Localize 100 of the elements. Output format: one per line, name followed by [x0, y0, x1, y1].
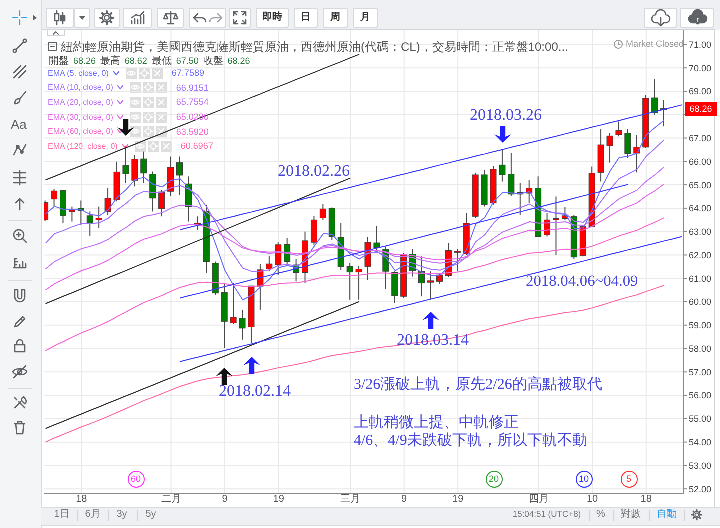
text: %	[596, 509, 606, 520]
text: 日	[301, 12, 311, 23]
candlestick	[104, 188, 112, 216]
x-tick-label: 9	[402, 494, 408, 506]
line-series	[45, 178, 352, 304]
y-tick-label: 62.00	[689, 250, 712, 260]
candlestick	[427, 271, 434, 300]
y-tick-label: 52.00	[689, 484, 712, 494]
y-tick-label: 58.00	[689, 344, 712, 354]
legend-label: EMA (5, close, 0)	[48, 68, 109, 78]
line-series	[45, 184, 665, 291]
legend-label: EMA (30, close, 0)	[48, 112, 114, 122]
candlestick	[508, 152, 515, 197]
candlestick	[239, 309, 246, 340]
y-tick-label: 66.00	[689, 156, 712, 167]
candlestick	[606, 132, 614, 164]
text: 月	[360, 12, 370, 23]
text: 開盤 68.26 最高 68.62 最低 67.50 收盤 68.26	[49, 56, 250, 67]
x-tick-label: 10	[587, 494, 599, 506]
candlestick	[176, 156, 184, 196]
annotation: Market Closed	[626, 39, 684, 49]
line-series	[180, 236, 683, 362]
text: 15:04:51 (UTC+8)	[512, 509, 582, 519]
annotation: 60.6967	[180, 141, 214, 152]
candlestick	[140, 151, 148, 184]
annotation: 2018.02.26	[278, 163, 350, 180]
y-tick-label: 54.00	[689, 438, 712, 448]
x-tick-label: 19	[452, 494, 464, 506]
x-tick-label: 18	[76, 494, 88, 506]
candlestick	[616, 121, 622, 138]
y-tick-label: 70.00	[689, 63, 712, 74]
x-tick-label: 18	[640, 494, 652, 506]
candlestick	[320, 204, 326, 221]
candlestick	[356, 265, 362, 300]
y-tick-label: 53.00	[689, 460, 712, 471]
candlestick	[436, 272, 443, 284]
candlestick	[454, 248, 461, 272]
candlestick	[122, 146, 130, 184]
annotation: 60	[130, 474, 141, 484]
x-tick-label: 三月	[340, 494, 361, 506]
candlestick	[96, 206, 102, 229]
text: 1日	[54, 509, 70, 520]
candlestick	[266, 255, 273, 272]
y-tick-label: 56.00	[689, 390, 712, 401]
y-tick-label: 71.00	[689, 40, 712, 50]
annotation: 65.7554	[176, 97, 209, 108]
text: 3y	[116, 509, 128, 520]
legend-label: EMA (10, close, 0)	[48, 83, 114, 92]
annotation: 10	[578, 474, 589, 484]
y-tick-label: 57.00	[689, 367, 712, 378]
text: 周	[330, 12, 340, 23]
annotation: 2018.04.06~04.09	[526, 273, 638, 290]
y-tick-label: 60.00	[689, 297, 712, 308]
y-tick-label: 67.00	[689, 133, 712, 144]
annotation: 4/6、4/9未跌破下軌，所以下軌不動	[354, 433, 588, 449]
annotation: 20	[488, 474, 499, 484]
candlestick	[499, 149, 506, 182]
candlestick	[346, 262, 354, 300]
candlestick	[374, 225, 380, 251]
candlestick	[392, 271, 398, 304]
legend-label: EMA (20, close, 0)	[48, 98, 114, 107]
annotation: 67.7589	[172, 68, 204, 78]
text: 紐約輕原油期貨，美國西德克薩斯輕質原油，西德州原油(代碼：CL)，交易時間：正常盤10:00...	[61, 40, 568, 54]
legend-label: EMA (60, close, 0)	[48, 127, 114, 136]
candlestick	[526, 180, 533, 204]
annotation: 2018.03.26	[470, 107, 542, 124]
candlestick	[132, 154, 138, 188]
annotation: 2018.02.14	[219, 383, 291, 400]
y-tick-label: 69.00	[689, 86, 712, 97]
candlestick	[275, 242, 282, 276]
annotation: 66.9151	[176, 82, 209, 93]
line-series	[45, 218, 665, 352]
text: 即時	[262, 12, 282, 23]
text: Aa	[11, 117, 27, 132]
x-tick-label: 二月	[161, 494, 182, 506]
y-tick-label: 55.00	[689, 414, 712, 424]
circle-badge: 10	[576, 471, 592, 488]
annotation: 5	[626, 474, 632, 484]
candlestick	[552, 196, 560, 256]
candlestick	[624, 128, 632, 159]
y-tick-label: 65.00	[689, 180, 712, 190]
y-tick-label: 64.00	[689, 204, 712, 214]
text: 5y	[146, 509, 156, 520]
y-tick-label: 63.00	[689, 227, 712, 238]
text: 自動	[657, 509, 677, 520]
candlestick	[652, 78, 658, 116]
x-tick-label: 9	[222, 494, 228, 506]
y-tick-label: 61.00	[689, 274, 712, 284]
circle-badge: 20	[486, 471, 502, 488]
annotation: 上軌稍微上提、中軌修正	[354, 415, 519, 431]
candlestick	[230, 282, 237, 324]
text: 6月	[85, 509, 101, 520]
x-tick-label: 19	[273, 494, 285, 506]
x-tick-label: 四月	[528, 494, 549, 506]
text: EMA (120, close, 0)	[48, 142, 118, 151]
annotation: 63.5920	[176, 126, 209, 137]
candlestick	[158, 189, 166, 218]
annotation: 68.26	[690, 104, 712, 114]
text: 對數	[621, 509, 641, 520]
annotation: 3/26漲破上軌，原先2/26的高點被取代	[354, 377, 602, 393]
